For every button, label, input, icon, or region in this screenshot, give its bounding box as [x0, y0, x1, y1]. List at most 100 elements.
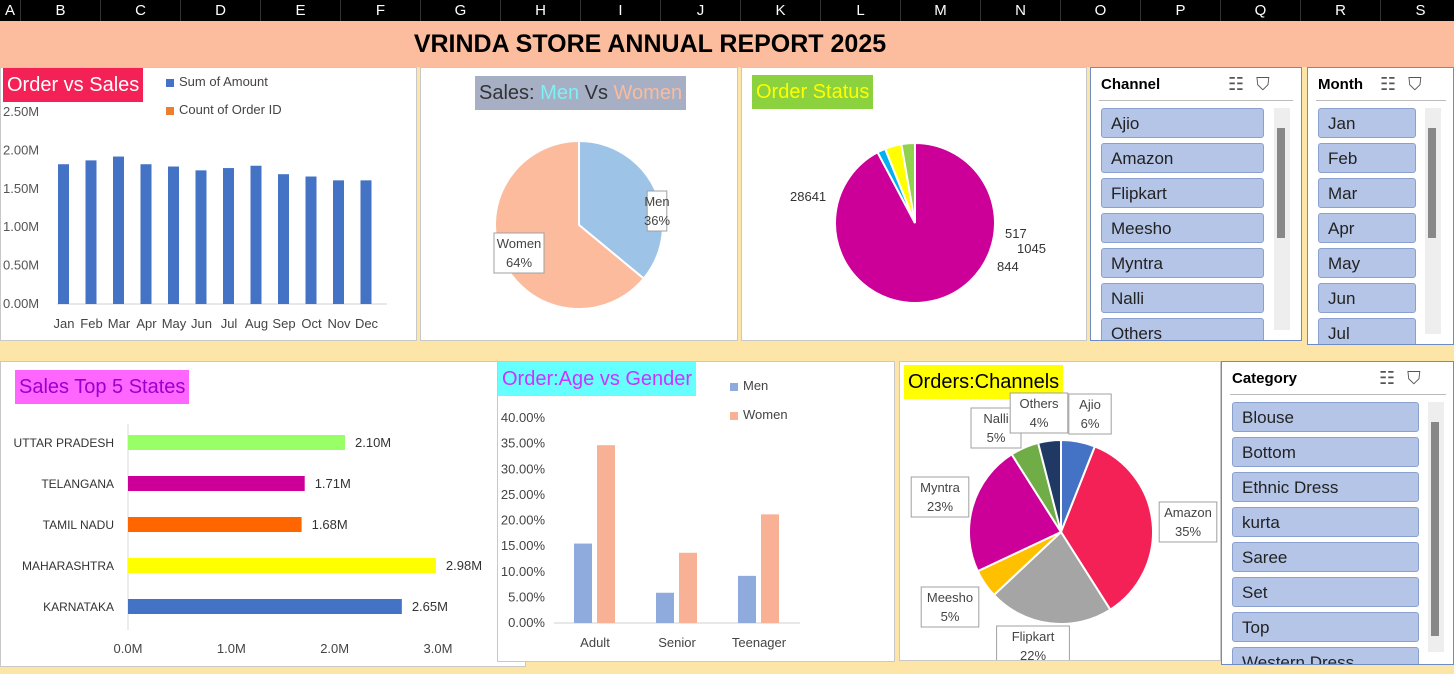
x-tick-label: Teenager — [732, 635, 787, 650]
y-tick-label: 0.00M — [3, 296, 39, 311]
bar-amount — [250, 165, 262, 304]
x-tick-label: 2.0M — [320, 641, 349, 656]
column-header-c[interactable]: C — [101, 0, 181, 21]
multi-select-icon[interactable]: ☷ — [1228, 74, 1245, 94]
column-header-s[interactable]: S — [1381, 0, 1454, 21]
column-header-k[interactable]: K — [741, 0, 821, 21]
x-tick-label: Jul — [221, 316, 238, 331]
column-header-i[interactable]: I — [581, 0, 661, 21]
category-item-top[interactable]: Top — [1232, 612, 1419, 642]
label-men-box — [646, 190, 668, 232]
channel-label-text: Ajio — [1079, 397, 1101, 412]
age-gender-panel[interactable]: Order:Age vs Gender Men Women 0.00% 5.00%… — [497, 361, 895, 662]
legend-item-count: Count of Order ID — [166, 102, 282, 117]
channel-item-nalli[interactable]: Nalli — [1101, 283, 1264, 313]
column-header-f[interactable]: F — [341, 0, 421, 21]
channel-slicer[interactable]: Channel ☷ ⛉ Ajio Amazon Flipkart Meesho Myntr… — [1090, 67, 1302, 341]
column-header-a[interactable]: A — [0, 0, 21, 21]
category-item-saree[interactable]: Saree — [1232, 542, 1419, 572]
category-item-blouse[interactable]: Blouse — [1232, 402, 1419, 432]
order-status-data-label: 844 — [997, 259, 1019, 274]
legend-swatch-count — [166, 106, 174, 115]
channel-item-myntra[interactable]: Myntra — [1101, 248, 1264, 278]
channel-item-ajio[interactable]: Ajio — [1101, 108, 1264, 138]
x-tick-label: May — [162, 316, 187, 331]
order-vs-sales-panel[interactable]: Order vs Sales Sum of Amount Count of Or… — [0, 67, 417, 341]
legend-item-men: Men — [730, 378, 768, 393]
clear-filter-icon[interactable]: ⛉ — [1408, 74, 1422, 94]
month-item-jan[interactable]: Jan — [1318, 108, 1416, 138]
month-slicer[interactable]: Month ☷ ⛉ Jan Feb Mar Apr May Jun Jul — [1307, 67, 1454, 345]
slicer-divider — [1230, 394, 1446, 395]
y-tick-label: 2.00M — [3, 142, 39, 157]
channel-slice-4 — [968, 452, 1063, 573]
category-item-kurta[interactable]: kurta — [1232, 507, 1419, 537]
column-header-g[interactable]: G — [421, 0, 501, 21]
orders-channels-panel[interactable]: Orders:Channels Ajio 6% Amazon 35% Flipkart 2… — [899, 361, 1221, 661]
x-tick-label: Aug — [245, 316, 268, 331]
bar-men — [574, 543, 592, 623]
bar-women — [761, 514, 779, 623]
legend-swatch-women — [730, 411, 738, 420]
order-status-panel[interactable]: Order Status 28641 517 1045 844 — [741, 67, 1087, 341]
state-bar — [128, 558, 436, 573]
column-header-d[interactable]: D — [181, 0, 261, 21]
legend-label-count: Count of Order ID — [179, 102, 282, 117]
title-vs: Vs — [579, 82, 614, 104]
channel-slice-1 — [1059, 445, 1154, 612]
age-gender-title: Order:Age vs Gender — [498, 362, 697, 396]
column-header-n[interactable]: N — [981, 0, 1061, 21]
order-status-data-label: 517 — [1005, 226, 1027, 241]
column-header-p[interactable]: P — [1141, 0, 1221, 21]
multi-select-icon[interactable]: ☷ — [1380, 74, 1397, 94]
channel-item-amazon[interactable]: Amazon — [1101, 143, 1264, 173]
channel-scroll-thumb[interactable] — [1277, 128, 1285, 238]
state-bar — [128, 599, 402, 614]
bar-men — [656, 592, 674, 623]
column-header-o[interactable]: O — [1061, 0, 1141, 21]
channel-label-text: 5% — [941, 609, 960, 624]
category-scroll-thumb[interactable] — [1431, 422, 1439, 636]
category-item-bottom[interactable]: Bottom — [1232, 437, 1419, 467]
column-header-b[interactable]: B — [21, 0, 101, 21]
column-header-r[interactable]: R — [1301, 0, 1381, 21]
legend-label-women: Women — [743, 407, 788, 422]
top-states-panel[interactable]: Sales Top 5 States UTTAR PRADESH 2.10M TEL… — [0, 361, 526, 667]
column-header-m[interactable]: M — [901, 0, 981, 21]
label-women-text: Women — [497, 236, 542, 251]
column-header-j[interactable]: J — [661, 0, 741, 21]
state-bar — [128, 517, 302, 532]
clear-filter-icon[interactable]: ⛉ — [1407, 368, 1421, 388]
clear-filter-icon[interactable]: ⛉ — [1256, 74, 1270, 94]
channel-label-box — [996, 625, 1070, 660]
month-item-jun[interactable]: Jun — [1318, 283, 1416, 313]
x-tick-label: Jan — [54, 316, 75, 331]
category-slicer[interactable]: Category ☷ ⛉ Blouse Bottom Ethnic Dress kurt… — [1221, 361, 1454, 665]
orders-channels-chart: Ajio 6% Amazon 35% Flipkart 22% Meesho 5% Myntra… — [910, 392, 1218, 660]
month-item-feb[interactable]: Feb — [1318, 143, 1416, 173]
column-header-e[interactable]: E — [261, 0, 341, 21]
channel-item-flipkart[interactable]: Flipkart — [1101, 178, 1264, 208]
x-tick-label: Senior — [658, 635, 696, 650]
column-header-h[interactable]: H — [501, 0, 581, 21]
column-header-q[interactable]: Q — [1221, 0, 1301, 21]
sales-men-women-panel[interactable]: Sales: Men Vs Women Men 36% Women 64% — [420, 67, 738, 341]
month-item-may[interactable]: May — [1318, 248, 1416, 278]
category-item-ethnic-dress[interactable]: Ethnic Dress — [1232, 472, 1419, 502]
column-header-l[interactable]: L — [821, 0, 901, 21]
month-item-mar[interactable]: Mar — [1318, 178, 1416, 208]
slicer-divider — [1099, 100, 1293, 101]
channel-item-others[interactable]: Others — [1101, 318, 1264, 340]
month-item-jul[interactable]: Jul — [1318, 318, 1416, 344]
category-item-western-dress[interactable]: Western Dress — [1232, 647, 1419, 664]
bar-amount — [223, 168, 234, 304]
y-tick-label: 20.00% — [501, 513, 546, 528]
month-scroll-thumb[interactable] — [1428, 128, 1436, 238]
category-item-set[interactable]: Set — [1232, 577, 1419, 607]
month-item-apr[interactable]: Apr — [1318, 213, 1416, 243]
title-women: Women — [613, 82, 683, 104]
legend-swatch-amount — [166, 78, 174, 87]
channel-label-text: Flipkart — [1012, 629, 1055, 644]
channel-item-meesho[interactable]: Meesho — [1101, 213, 1264, 243]
multi-select-icon[interactable]: ☷ — [1379, 368, 1396, 388]
